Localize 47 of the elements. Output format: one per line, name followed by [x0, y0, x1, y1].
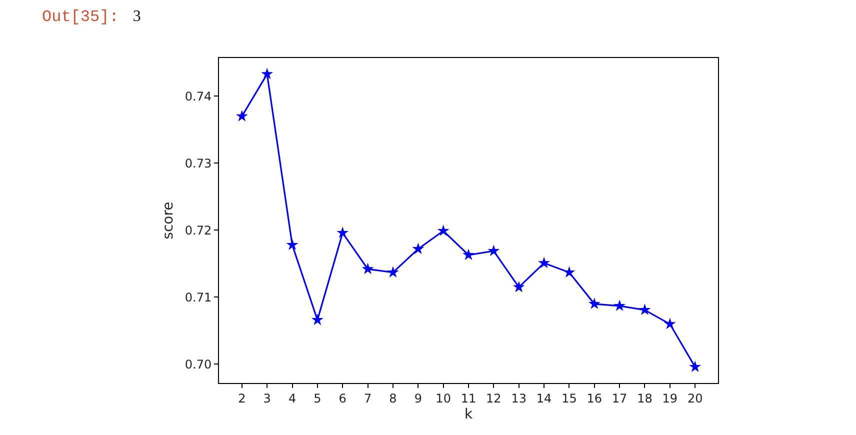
point [311, 314, 324, 326]
point [638, 304, 651, 316]
x-tick-label: 7 [364, 391, 372, 406]
x-tick-label: 2 [238, 391, 246, 406]
y-tick-label: 0.70 [184, 357, 212, 372]
point [538, 256, 550, 268]
x-tick-label: 15 [562, 391, 577, 406]
y-tick-label: 0.73 [184, 156, 212, 170]
point [614, 300, 626, 312]
x-tick-label: 5 [314, 391, 322, 406]
text: Out[35]: [42, 8, 119, 26]
point [462, 248, 474, 260]
point [563, 266, 576, 278]
y-axis-title: score [160, 202, 176, 240]
point [488, 244, 500, 256]
point [286, 238, 298, 250]
y-tick-label: 0.74 [184, 89, 212, 104]
point [236, 110, 248, 122]
x-tick-label: 9 [414, 391, 422, 406]
x-tick-label: 17 [612, 391, 628, 406]
point [664, 318, 676, 330]
point [362, 262, 374, 274]
x-tick-label: 16 [586, 391, 602, 406]
x-tick-label: 13 [511, 391, 526, 406]
point [386, 266, 399, 278]
x-axis-title: k [464, 406, 474, 423]
point [512, 280, 525, 292]
x-tick-label: 3 [263, 391, 271, 406]
point [336, 226, 349, 238]
x-tick-label: 12 [486, 391, 502, 406]
x-tick-label: 6 [338, 391, 346, 406]
x-tick-label: 19 [662, 391, 678, 406]
x-tick-label: 8 [389, 391, 397, 406]
point [588, 298, 600, 310]
point [261, 68, 274, 80]
x-tick-label: 20 [687, 391, 703, 406]
x-tick-label: 18 [637, 391, 652, 406]
x-tick-label: 10 [436, 391, 451, 406]
point [689, 360, 702, 372]
y-tick-label: 0.71 [184, 290, 212, 304]
x-tick-label: 4 [288, 391, 296, 406]
point [412, 242, 424, 254]
y-tick-label: 0.72 [184, 223, 212, 238]
x-tick-label: 11 [460, 391, 476, 406]
text: 3 [132, 8, 141, 25]
point [437, 224, 450, 236]
x-tick-label: 14 [536, 391, 552, 406]
